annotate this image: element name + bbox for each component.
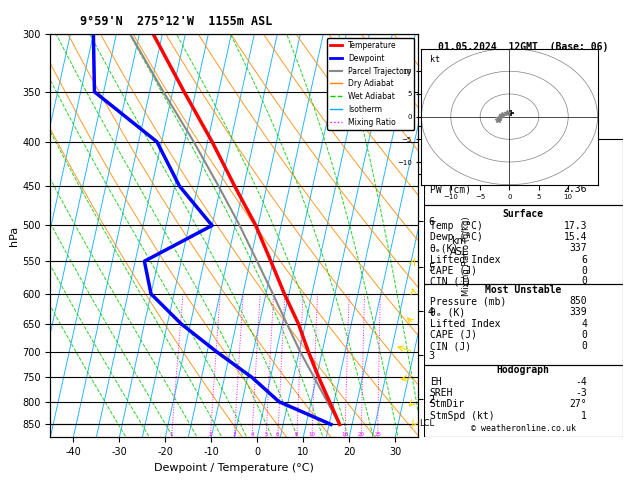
Text: K: K xyxy=(430,144,436,154)
Text: 2: 2 xyxy=(209,433,212,437)
Text: 339: 339 xyxy=(569,307,587,317)
Text: 10: 10 xyxy=(308,433,316,437)
Y-axis label: hPa: hPa xyxy=(9,226,19,246)
Text: 36: 36 xyxy=(575,164,587,174)
Text: Dewp (°C): Dewp (°C) xyxy=(430,232,482,242)
Text: CAPE (J): CAPE (J) xyxy=(430,330,477,340)
Text: 01.05.2024  12GMT  (Base: 06): 01.05.2024 12GMT (Base: 06) xyxy=(438,42,608,52)
Text: 0: 0 xyxy=(581,266,587,276)
Text: SREH: SREH xyxy=(430,388,454,398)
Text: Temp (°C): Temp (°C) xyxy=(430,221,482,231)
Text: 0: 0 xyxy=(581,277,587,286)
Text: 1: 1 xyxy=(581,411,587,420)
Text: LCL: LCL xyxy=(420,419,435,428)
Text: EH: EH xyxy=(430,377,442,387)
Text: 2.36: 2.36 xyxy=(564,184,587,194)
Text: Most Unstable: Most Unstable xyxy=(485,285,562,295)
Text: 16: 16 xyxy=(342,433,348,437)
Text: 25: 25 xyxy=(575,144,587,154)
Text: 5: 5 xyxy=(264,433,268,437)
Text: 8: 8 xyxy=(295,433,299,437)
Text: -3: -3 xyxy=(575,388,587,398)
Text: 25: 25 xyxy=(374,433,381,437)
Text: 15.4: 15.4 xyxy=(564,232,587,242)
Text: 1: 1 xyxy=(170,433,173,437)
Text: Lifted Index: Lifted Index xyxy=(430,255,500,264)
Text: Hodograph: Hodograph xyxy=(497,365,550,375)
Text: StmDir: StmDir xyxy=(430,399,465,409)
Text: CAPE (J): CAPE (J) xyxy=(430,266,477,276)
Text: 3: 3 xyxy=(233,433,236,437)
Text: StmSpd (kt): StmSpd (kt) xyxy=(430,411,494,420)
Text: 0: 0 xyxy=(581,341,587,351)
Legend: Temperature, Dewpoint, Parcel Trajectory, Dry Adiabat, Wet Adiabat, Isotherm, Mi: Temperature, Dewpoint, Parcel Trajectory… xyxy=(327,38,415,130)
Text: kt: kt xyxy=(430,55,440,65)
Text: θₑ (K): θₑ (K) xyxy=(430,307,465,317)
Text: -4: -4 xyxy=(575,377,587,387)
Y-axis label: km
ASL: km ASL xyxy=(450,236,468,257)
Text: PW (cm): PW (cm) xyxy=(430,184,471,194)
Text: 0: 0 xyxy=(581,330,587,340)
Text: 4: 4 xyxy=(581,319,587,329)
Text: 20: 20 xyxy=(358,433,365,437)
Text: 4: 4 xyxy=(250,433,253,437)
Text: Lifted Index: Lifted Index xyxy=(430,319,500,329)
Text: CIN (J): CIN (J) xyxy=(430,277,471,286)
X-axis label: Dewpoint / Temperature (°C): Dewpoint / Temperature (°C) xyxy=(154,463,314,473)
Text: Surface: Surface xyxy=(503,208,544,219)
Text: 27°: 27° xyxy=(569,399,587,409)
Text: θₑ(K): θₑ(K) xyxy=(430,243,459,253)
Text: CIN (J): CIN (J) xyxy=(430,341,471,351)
Text: 337: 337 xyxy=(569,243,587,253)
Text: 850: 850 xyxy=(569,296,587,306)
Text: Mixing Ratio (g/kg): Mixing Ratio (g/kg) xyxy=(462,216,471,295)
Text: 17.3: 17.3 xyxy=(564,221,587,231)
Text: © weatheronline.co.uk: © weatheronline.co.uk xyxy=(470,424,576,434)
Text: Totals Totals: Totals Totals xyxy=(430,164,506,174)
Text: 6: 6 xyxy=(581,255,587,264)
Text: 6: 6 xyxy=(276,433,279,437)
Text: Pressure (mb): Pressure (mb) xyxy=(430,296,506,306)
Text: 9°59'N  275°12'W  1155m ASL: 9°59'N 275°12'W 1155m ASL xyxy=(80,15,272,28)
